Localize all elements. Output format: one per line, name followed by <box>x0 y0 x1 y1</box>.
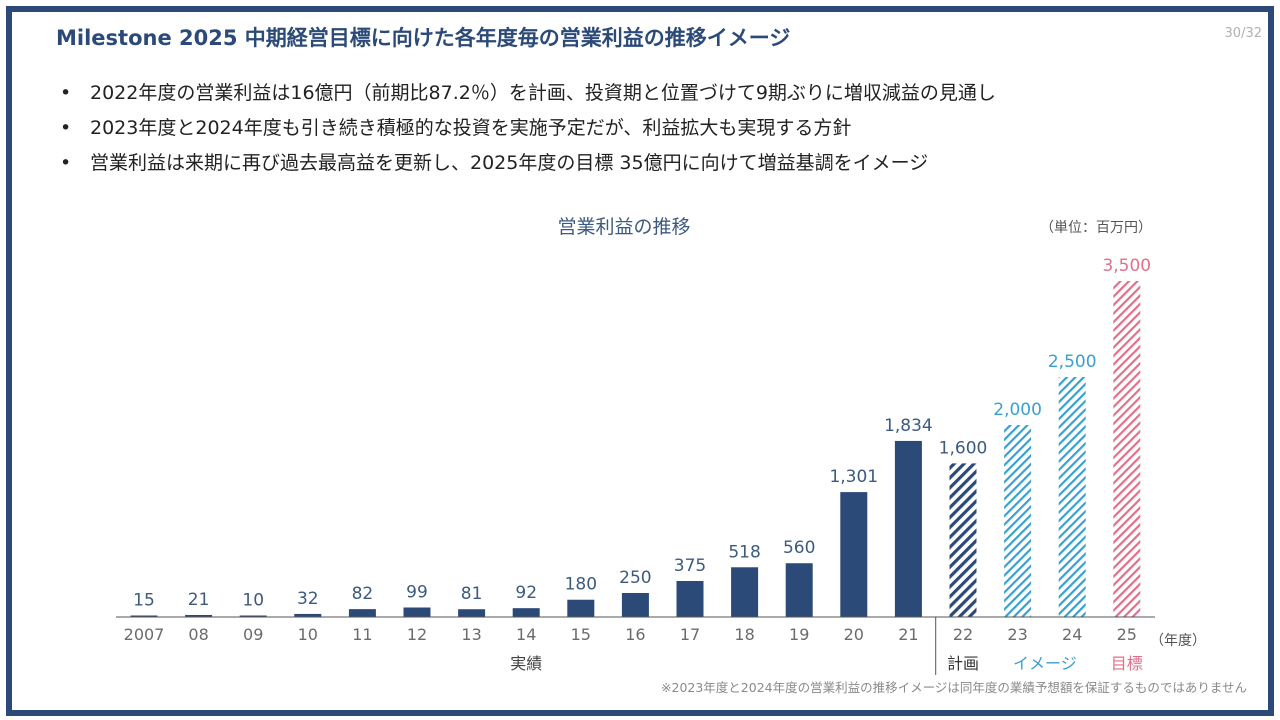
bar <box>731 567 759 617</box>
value-label: 15 <box>133 591 155 611</box>
value-label: 3,500 <box>1102 256 1151 276</box>
chart-title: 営業利益の推移 <box>557 216 690 238</box>
bullet-text: 2022年度の営業利益は16億円（前期比87.2％）を計画、投資期と位置づけて9… <box>90 82 996 104</box>
value-label: 32 <box>297 589 319 609</box>
page-number: 30/32 <box>1224 26 1262 41</box>
value-label: 560 <box>783 538 815 558</box>
x-tick-label: 08 <box>188 625 208 644</box>
bullet-marker: • <box>60 117 72 139</box>
x-tick-label: 13 <box>461 625 481 644</box>
bar <box>348 609 376 617</box>
x-tick-label: 15 <box>571 625 591 644</box>
bullet-item: • 営業利益は来期に再び過去最高益を更新し、2025年度の目標 35億円に向けて増… <box>60 146 996 181</box>
value-label: 92 <box>515 583 537 603</box>
value-label: 99 <box>406 582 428 602</box>
group-label: 目標 <box>1111 654 1143 673</box>
bullet-marker: • <box>60 82 72 104</box>
bars-layer: 15 2007 21 08 10 09 32 10 82 11 99 12 81 13 92 14 180 15 2… <box>116 256 1206 675</box>
bar <box>621 593 649 617</box>
x-tick-label: 12 <box>407 625 427 644</box>
bar <box>949 463 977 617</box>
x-tick-label: 14 <box>516 625 536 644</box>
value-label: 518 <box>728 542 760 562</box>
bullet-item: • 2022年度の営業利益は16億円（前期比87.2％）を計画、投資期と位置づけて… <box>60 76 996 111</box>
value-label: 1,834 <box>884 416 933 436</box>
bar <box>185 614 213 617</box>
value-label: 2,000 <box>993 400 1042 420</box>
x-tick-label: 20 <box>844 625 864 644</box>
bullet-text: 2023年度と2024年度も引き続き積極的な投資を実施予定だが、利益拡大も実現す… <box>90 117 852 139</box>
x-tick-label: 16 <box>625 625 645 644</box>
value-label: 81 <box>461 584 483 604</box>
group-label: 計画 <box>947 654 979 673</box>
bar <box>1113 281 1141 617</box>
x-tick-label: 21 <box>898 625 918 644</box>
value-label: 375 <box>674 556 706 576</box>
value-label: 1,301 <box>829 467 878 487</box>
value-label: 10 <box>242 591 264 611</box>
bar <box>676 581 704 617</box>
x-tick-label: 19 <box>789 625 809 644</box>
x-tick-label: 2007 <box>124 625 165 644</box>
x-tick-label: 23 <box>1007 625 1027 644</box>
bar <box>1004 425 1032 617</box>
value-label: 250 <box>619 568 651 588</box>
slide-title: Milestone 2025 中期経営目標に向けた各年度毎の営業利益の推移イメー… <box>56 26 791 50</box>
bullet-marker: • <box>60 152 72 174</box>
bar <box>840 492 868 617</box>
footnote: ※2023年度と2024年度の営業利益の推移イメージは同年度の業績予想額を保証す… <box>661 680 1247 695</box>
bar <box>512 608 540 617</box>
bar <box>130 615 158 617</box>
bar <box>239 615 267 617</box>
group-label: 実績 <box>510 654 542 673</box>
bar <box>294 613 322 617</box>
bar <box>894 440 922 617</box>
x-tick-label: 24 <box>1062 625 1082 644</box>
group-label: イメージ <box>1013 654 1077 673</box>
x-tick-label: 10 <box>298 625 318 644</box>
x-tick-label: 17 <box>680 625 700 644</box>
bullet-text: 営業利益は来期に再び過去最高益を更新し、2025年度の目標 35億円に向けて増益… <box>90 152 929 174</box>
bullet-list: • 2022年度の営業利益は16億円（前期比87.2％）を計画、投資期と位置づけて… <box>60 76 996 181</box>
value-label: 82 <box>352 584 374 604</box>
value-label: 180 <box>565 575 597 595</box>
bar <box>1058 377 1086 617</box>
x-tick-label: 09 <box>243 625 263 644</box>
x-tick-label: 25 <box>1117 625 1137 644</box>
value-label: 1,600 <box>939 438 988 458</box>
x-tick-label: 11 <box>352 625 372 644</box>
bar <box>458 609 486 617</box>
bullet-item: • 2023年度と2024年度も引き続き積極的な投資を実施予定だが、利益拡大も実現… <box>60 111 996 146</box>
x-tick-label: 22 <box>953 625 973 644</box>
bar <box>785 563 813 617</box>
unit-label: （単位：百万円） <box>1040 220 1152 236</box>
value-label: 2,500 <box>1048 352 1097 372</box>
bar <box>567 599 595 617</box>
x-unit-label: （年度） <box>1150 633 1206 649</box>
value-label: 21 <box>188 590 210 610</box>
bar <box>403 607 431 617</box>
x-tick-label: 18 <box>734 625 754 644</box>
